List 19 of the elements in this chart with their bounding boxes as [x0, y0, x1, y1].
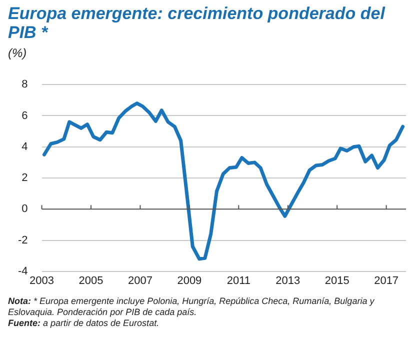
- source-note: Fuente: a partir de datos de Eurostat.: [8, 318, 160, 329]
- y-tick-label: 4: [22, 140, 28, 153]
- x-tick-label: 2017: [374, 275, 399, 288]
- x-tick-label: 2005: [78, 275, 104, 288]
- x-tick-label: 2009: [177, 275, 202, 288]
- y-tick-label: -2: [18, 234, 28, 246]
- y-tick-label: -4: [18, 265, 28, 278]
- x-tick-label: 2013: [276, 275, 300, 288]
- y-tick-label: 2: [22, 172, 28, 184]
- x-tick-label: 2007: [128, 275, 152, 288]
- y-axis-title: (%): [8, 46, 27, 60]
- x-tick-label: 2015: [324, 275, 350, 288]
- chart-title: Europa emergente: crecimiento ponderado del PIB *: [8, 4, 386, 42]
- y-tick-label: 6: [22, 110, 28, 122]
- y-tick-label: 0: [22, 203, 28, 216]
- text: Nota: * Europa emergente incluye Polonia, Hungría, República Checa, Rumanía, Bulgaria y Eslovaquia. Ponderación por PIB de cada país.: [8, 296, 376, 318]
- y-tick-label: 8: [22, 78, 28, 91]
- x-tick-label: 2003: [30, 275, 54, 288]
- x-tick-label: 2011: [226, 275, 250, 288]
